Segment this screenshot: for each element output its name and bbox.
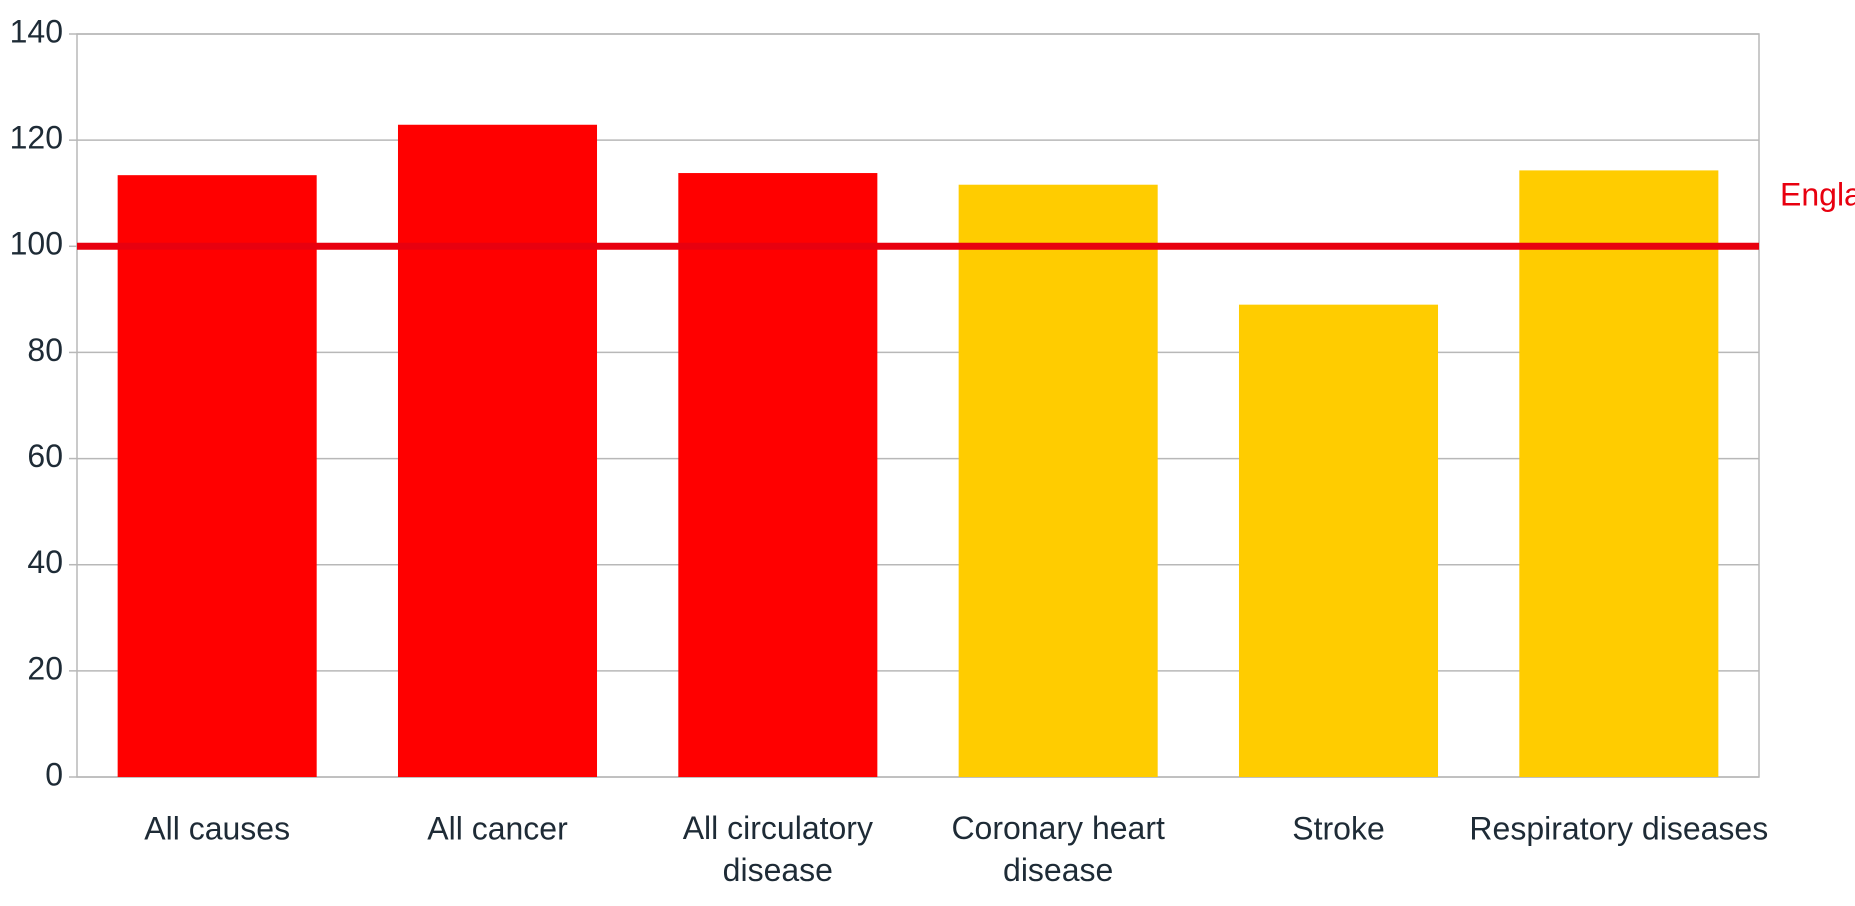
y-tick-label: 100 <box>10 226 63 262</box>
bar <box>117 175 317 778</box>
y-tick-label: 120 <box>10 120 63 156</box>
y-tick-label: 20 <box>27 650 63 686</box>
y-tick-label: 140 <box>10 13 63 49</box>
bar <box>1238 304 1439 777</box>
bar <box>958 184 1158 778</box>
bar <box>397 124 598 778</box>
x-tick-label: All cancer <box>427 810 568 846</box>
reference-label: Engla <box>1780 177 1855 213</box>
y-tick-label: 0 <box>45 756 63 792</box>
y-tick-label: 40 <box>27 544 63 580</box>
x-tick-label: Stroke <box>1292 810 1384 846</box>
x-tick-label: Respiratory diseases <box>1469 810 1768 846</box>
x-tick-label: All causes <box>144 810 290 846</box>
plot-frame <box>76 33 1760 778</box>
bar <box>678 173 878 778</box>
x-tick-label: Coronary heart disease <box>951 810 1165 888</box>
y-tick-label: 60 <box>27 438 63 474</box>
bar <box>1519 170 1719 778</box>
y-tick-label: 80 <box>27 332 63 368</box>
x-tick-label: All circulatory disease <box>683 810 873 888</box>
